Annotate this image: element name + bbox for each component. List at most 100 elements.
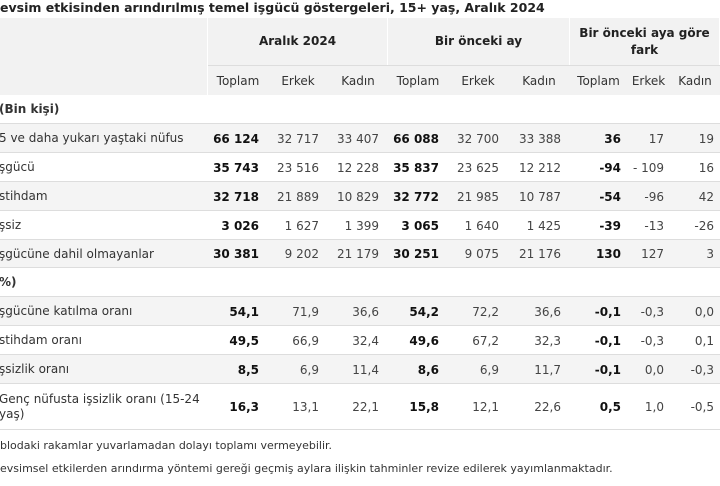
- cell: -0,3: [640, 304, 664, 319]
- cell: 1 640: [464, 218, 499, 233]
- table-row: [0, 182, 720, 211]
- cell: 130: [595, 247, 621, 261]
- cell: -0,5: [690, 400, 714, 414]
- cell: - 109: [632, 160, 664, 175]
- cell: 30 251: [393, 247, 439, 261]
- cell: 32,3: [534, 333, 561, 348]
- table-title: evsim etkisinden arındırılmış temel işgü…: [0, 0, 545, 15]
- cell: 3 065: [401, 218, 439, 233]
- cell: 0,0: [644, 362, 664, 377]
- cell: 23 516: [277, 160, 319, 175]
- cell: 9 202: [284, 247, 319, 261]
- cell: 0,0: [694, 304, 714, 319]
- cell: 54,2: [409, 304, 439, 319]
- cell: 30 381: [213, 247, 259, 261]
- subcolumn-header: Toplam: [208, 65, 268, 95]
- cell: 3 026: [221, 218, 259, 233]
- row-label: şsizlik oranı: [0, 362, 70, 376]
- cell: 12,1: [472, 400, 499, 414]
- cell: 1 425: [526, 218, 561, 233]
- row-label: Genç nüfusta işsizlik oranı (15-24 yaş): [0, 392, 200, 421]
- cell: 54,1: [229, 304, 259, 319]
- row-label: stihdam oranı: [0, 333, 82, 347]
- subcolumn-header: Erkek: [268, 65, 328, 95]
- cell: 1 627: [284, 218, 319, 233]
- section-label: (Bin kişi): [0, 102, 60, 116]
- cell: 36: [604, 131, 621, 146]
- cell: 22,1: [352, 400, 379, 414]
- subcolumn-header: Toplam: [570, 65, 627, 95]
- cell: 8,6: [417, 362, 439, 377]
- cell: 15,8: [409, 400, 439, 414]
- cell: 32 772: [393, 189, 439, 204]
- cell: 0,1: [694, 333, 714, 348]
- subcolumn-header: Kadın: [328, 65, 388, 95]
- row-label: şgücüne katılma oranı: [0, 304, 133, 318]
- cell: 32 718: [213, 189, 259, 204]
- cell: 22,6: [534, 400, 561, 414]
- subcolumn-header: Erkek: [627, 65, 670, 95]
- cell: 36,6: [534, 304, 561, 319]
- table-row: [0, 297, 720, 326]
- group-header: Aralık 2024: [208, 18, 388, 65]
- cell: 3: [706, 247, 714, 261]
- cell: 32 700: [457, 131, 499, 146]
- table-row: [0, 95, 720, 124]
- table-row: [0, 153, 720, 182]
- cell: -94: [599, 160, 621, 175]
- section-label: %): [0, 275, 17, 289]
- subcolumn-header: Toplam: [388, 65, 448, 95]
- table-row: [0, 384, 720, 430]
- cell: 0,5: [599, 400, 621, 414]
- table-row: [0, 124, 720, 153]
- cell: -0,3: [640, 333, 664, 348]
- cell: 21 985: [457, 189, 499, 204]
- row-label: şgücüne dahil olmayanlar: [0, 246, 154, 261]
- table-row: [0, 326, 720, 355]
- cell: -0,1: [594, 333, 621, 348]
- cell: 17: [648, 131, 664, 146]
- cell: 66 088: [393, 131, 439, 146]
- cell: 32 717: [277, 131, 319, 146]
- cell: -0,1: [594, 362, 621, 377]
- cell: 35 743: [213, 160, 259, 175]
- cell: 49,5: [229, 333, 259, 348]
- cell: 71,9: [292, 304, 319, 319]
- table-row: [0, 211, 720, 240]
- cell: 13,1: [292, 400, 319, 414]
- cell: 66 124: [213, 131, 259, 146]
- cell: 36,6: [352, 304, 379, 319]
- footnote: evsimsel etkilerden arındırma yöntemi ge…: [0, 462, 613, 475]
- cell: 19: [698, 131, 714, 146]
- cell: -0,3: [690, 362, 714, 377]
- cell: 9 075: [464, 247, 499, 261]
- cell: 11,7: [534, 362, 561, 377]
- cell: -26: [694, 218, 714, 233]
- subcolumn-header: Erkek: [448, 65, 508, 95]
- cell: 23 625: [457, 160, 499, 175]
- cell: 66,9: [292, 333, 319, 348]
- row-label: stihdam: [0, 189, 48, 203]
- cell: 21 176: [519, 247, 561, 261]
- cell: 6,9: [299, 362, 319, 377]
- cell: 21 889: [277, 189, 319, 204]
- cell: 49,6: [409, 333, 439, 348]
- cell: 72,2: [472, 304, 499, 319]
- cell: 10 829: [337, 189, 379, 204]
- cell: 1,0: [644, 400, 664, 414]
- table-row: [0, 240, 720, 268]
- cell: 67,2: [472, 333, 499, 348]
- cell: 16: [698, 160, 714, 175]
- cell: 33 388: [519, 131, 561, 146]
- row-label: şgücü: [0, 160, 35, 174]
- cell: 32,4: [352, 333, 379, 348]
- table-row: [0, 268, 720, 297]
- subcolumn-header: Kadın: [508, 65, 570, 95]
- cell: 10 787: [519, 189, 561, 204]
- cell: 127: [641, 247, 664, 261]
- cell: -96: [644, 189, 664, 204]
- cell: -39: [599, 218, 621, 233]
- cell: 12 212: [519, 160, 561, 175]
- footnote: blodaki rakamlar yuvarlamadan dolayı top…: [0, 439, 333, 452]
- group-header: Bir önceki aya göre fark: [570, 18, 720, 65]
